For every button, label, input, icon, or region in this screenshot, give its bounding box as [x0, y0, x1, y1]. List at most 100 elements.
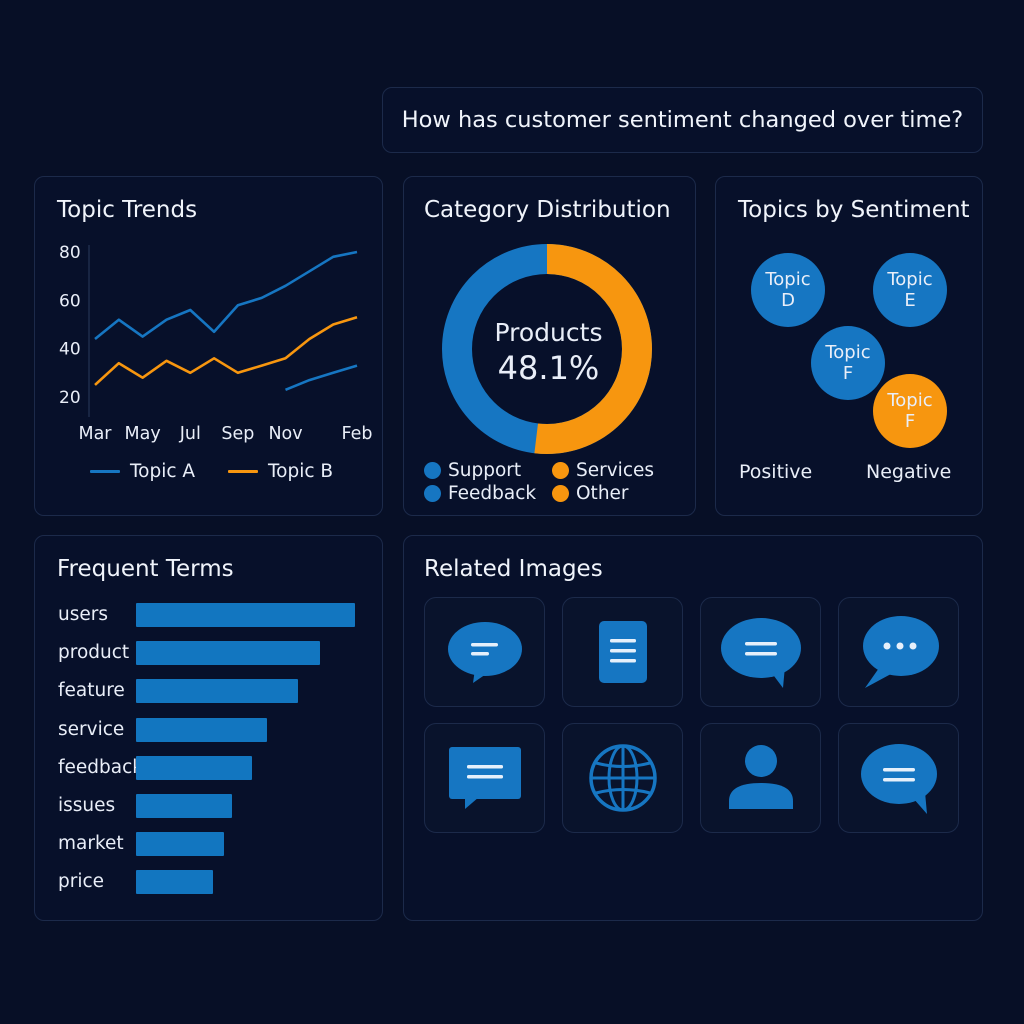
bubble-topic-d-word: Topic	[765, 269, 811, 290]
legend-services-dot	[552, 462, 569, 479]
query-box[interactable]: How has customer sentiment changed over …	[382, 87, 983, 153]
legend-topic-a: Topic A	[90, 461, 195, 482]
legend-topic-b-swatch	[228, 470, 258, 473]
term-bar	[136, 679, 299, 704]
legend-topic-b: Topic B	[228, 461, 333, 482]
bubble-topic-f-orange[interactable]: Topic F	[873, 374, 947, 448]
term-label: product	[58, 642, 130, 664]
y-tick-label: 60	[59, 291, 81, 311]
related-images-panel: Related Images	[403, 535, 983, 921]
donut-slice-other	[442, 244, 652, 454]
legend-topic-b-label: Topic B	[268, 461, 334, 482]
series-line	[94, 250, 358, 341]
frequent-terms-panel: Frequent Terms users product feature servic…	[34, 535, 383, 921]
image-tile-globe[interactable]	[562, 723, 683, 833]
chat-bubble-icon	[720, 618, 801, 688]
image-tile-user[interactable]	[700, 723, 821, 833]
series-line	[285, 364, 358, 392]
y-tick-label: 80	[59, 243, 81, 263]
bubble-topic-d-letter: D	[781, 290, 795, 311]
topic-trends-chart: 20 40 60 80 Mar May Jul Sep Nov Feb	[59, 243, 373, 444]
donut-center-value: 48.1%	[497, 349, 600, 387]
term-row: service	[35, 717, 382, 743]
term-bar	[136, 832, 224, 857]
topics-by-sentiment-title: Topics by Sentiment	[738, 197, 970, 223]
term-label: feature	[58, 680, 125, 702]
term-label: issues	[58, 795, 116, 816]
bubble-topic-e-word: Topic	[887, 269, 933, 290]
term-bar	[136, 603, 355, 627]
bubble-topic-f-blue[interactable]: Topic F	[811, 326, 885, 400]
term-label: price	[58, 871, 105, 893]
term-label: service	[58, 718, 125, 740]
x-tick-label: Nov	[268, 424, 302, 444]
term-row: product	[35, 640, 382, 666]
query-text: How has customer sentiment changed over …	[401, 107, 964, 133]
category-distribution-panel: Category Distribution Products 48.1% Sup…	[403, 176, 696, 516]
user-icon	[728, 745, 793, 809]
related-images-title: Related Images	[424, 556, 603, 582]
term-bar	[136, 641, 320, 666]
axis-label-positive: Positive	[739, 461, 813, 483]
axis-label-negative: Negative	[866, 461, 952, 483]
bubble-topic-f-blue-word: Topic	[825, 342, 871, 363]
bubble-topic-d[interactable]: Topic D	[751, 253, 825, 327]
category-donut-chart	[442, 244, 652, 454]
image-tile-ellipsis-chat[interactable]	[838, 597, 959, 707]
globe-icon	[588, 744, 657, 812]
term-row: price	[35, 869, 382, 895]
legend-feedback-dot	[424, 485, 441, 502]
document-icon	[598, 621, 647, 683]
term-label: users	[58, 604, 108, 625]
x-tick-label: Sep	[221, 424, 254, 444]
legend-feedback-label: Feedback	[448, 483, 537, 504]
image-tile-chat-2[interactable]	[700, 597, 821, 707]
chat-bubble-icon	[447, 622, 522, 683]
topics-by-sentiment-panel: Topics by Sentiment Topic D Topic E Topi…	[715, 176, 983, 516]
series-line	[94, 316, 358, 386]
term-bar	[136, 870, 213, 895]
term-row: users	[35, 602, 382, 628]
image-tile-chat-3[interactable]	[838, 723, 959, 833]
term-bar	[136, 755, 253, 780]
image-tile-chat-1[interactable]	[424, 597, 545, 707]
image-tile-document[interactable]	[562, 597, 683, 707]
bubble-topic-f-blue-letter: F	[842, 363, 854, 384]
donut-center-category: Products	[494, 318, 603, 347]
bubble-topic-e-letter: E	[904, 290, 916, 311]
legend-other-dot	[552, 485, 569, 502]
bubble-topic-f-orange-letter: F	[904, 411, 916, 432]
x-tick-label: Jul	[179, 424, 201, 444]
term-row: market	[35, 831, 382, 857]
legend-support-dot	[424, 462, 441, 479]
image-tile-message[interactable]	[424, 723, 545, 833]
legend-topic-a-label: Topic A	[130, 461, 196, 482]
legend-support-label: Support	[448, 460, 522, 481]
bubble-topic-e[interactable]: Topic E	[873, 253, 947, 327]
x-tick-label: Mar	[78, 424, 112, 444]
term-row: issues	[35, 793, 382, 819]
y-tick-label: 40	[59, 340, 81, 360]
frequent-terms-title: Frequent Terms	[57, 556, 234, 582]
y-tick-label: 20	[59, 388, 81, 408]
chat-bubble-icon	[860, 744, 937, 814]
topic-trends-panel: Topic Trends 20 40 60 80 Mar May Jul Sep Nov Feb …	[34, 176, 383, 516]
message-square-icon	[448, 747, 521, 809]
legend-other-label: Other	[576, 483, 629, 504]
bubble-topic-f-orange-word: Topic	[887, 390, 933, 411]
legend-services-label: Services	[576, 460, 655, 481]
category-distribution-title: Category Distribution	[424, 197, 671, 223]
legend-feedback: Feedback	[424, 483, 536, 504]
legend-support: Support	[424, 460, 521, 481]
topic-trends-title: Topic Trends	[57, 197, 198, 223]
term-bar	[136, 717, 268, 742]
legend-services: Services	[552, 460, 654, 481]
term-row: feedback	[35, 755, 382, 781]
legend-other: Other	[552, 483, 629, 504]
legend-topic-a-swatch	[90, 470, 120, 473]
ellipsis-chat-icon	[862, 616, 939, 688]
x-tick-label: Feb	[342, 424, 373, 444]
term-row: feature	[35, 678, 382, 704]
x-tick-label: May	[125, 424, 161, 444]
term-bar	[136, 794, 233, 818]
